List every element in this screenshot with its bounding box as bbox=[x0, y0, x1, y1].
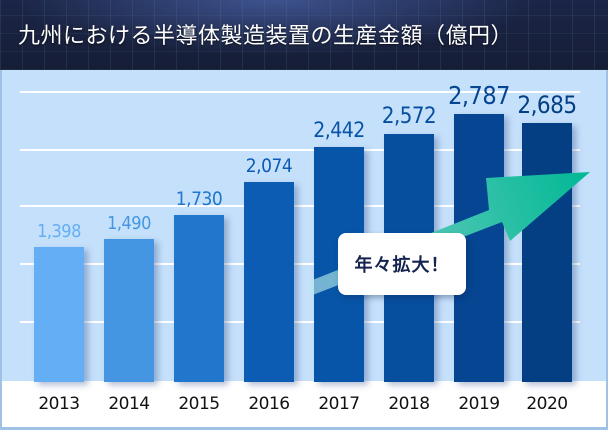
bar-2020 bbox=[522, 123, 572, 382]
bar-2013 bbox=[34, 247, 84, 382]
gridline bbox=[20, 263, 580, 265]
gridline bbox=[20, 149, 580, 151]
value-label: 2,442 bbox=[313, 118, 365, 142]
value-label: 2,572 bbox=[381, 104, 437, 129]
bar-2016 bbox=[244, 182, 294, 382]
x-tick-label: 2016 bbox=[248, 394, 290, 414]
chart-title: 九州における半導体製造装置の生産金額（億円） bbox=[18, 24, 514, 49]
value-label: 2,074 bbox=[245, 155, 293, 177]
annotation-text: 年々拡大！ bbox=[354, 255, 450, 276]
gridline bbox=[20, 205, 580, 207]
value-label: 1,490 bbox=[107, 213, 151, 234]
annotation-badge: 年々拡大！ bbox=[338, 233, 466, 295]
x-tick-label: 2017 bbox=[318, 394, 360, 414]
gridline bbox=[20, 91, 580, 93]
value-label: 1,730 bbox=[175, 188, 223, 210]
value-label: 2,685 bbox=[517, 91, 577, 119]
x-axis-area bbox=[0, 381, 608, 430]
bar-2015 bbox=[174, 215, 224, 382]
x-tick-label: 2018 bbox=[388, 394, 430, 414]
x-tick-label: 2020 bbox=[526, 394, 568, 414]
x-tick-label: 2019 bbox=[458, 394, 500, 414]
header-banner: 九州における半導体製造装置の生産金額（億円） bbox=[0, 0, 608, 70]
x-tick-label: 2015 bbox=[178, 394, 220, 414]
x-tick-label: 2014 bbox=[108, 394, 150, 414]
bar-2014 bbox=[104, 239, 154, 382]
value-label: 2,787 bbox=[448, 81, 510, 110]
value-label: 1,398 bbox=[37, 221, 81, 242]
gridline bbox=[20, 321, 580, 323]
x-tick-label: 2013 bbox=[38, 394, 80, 414]
